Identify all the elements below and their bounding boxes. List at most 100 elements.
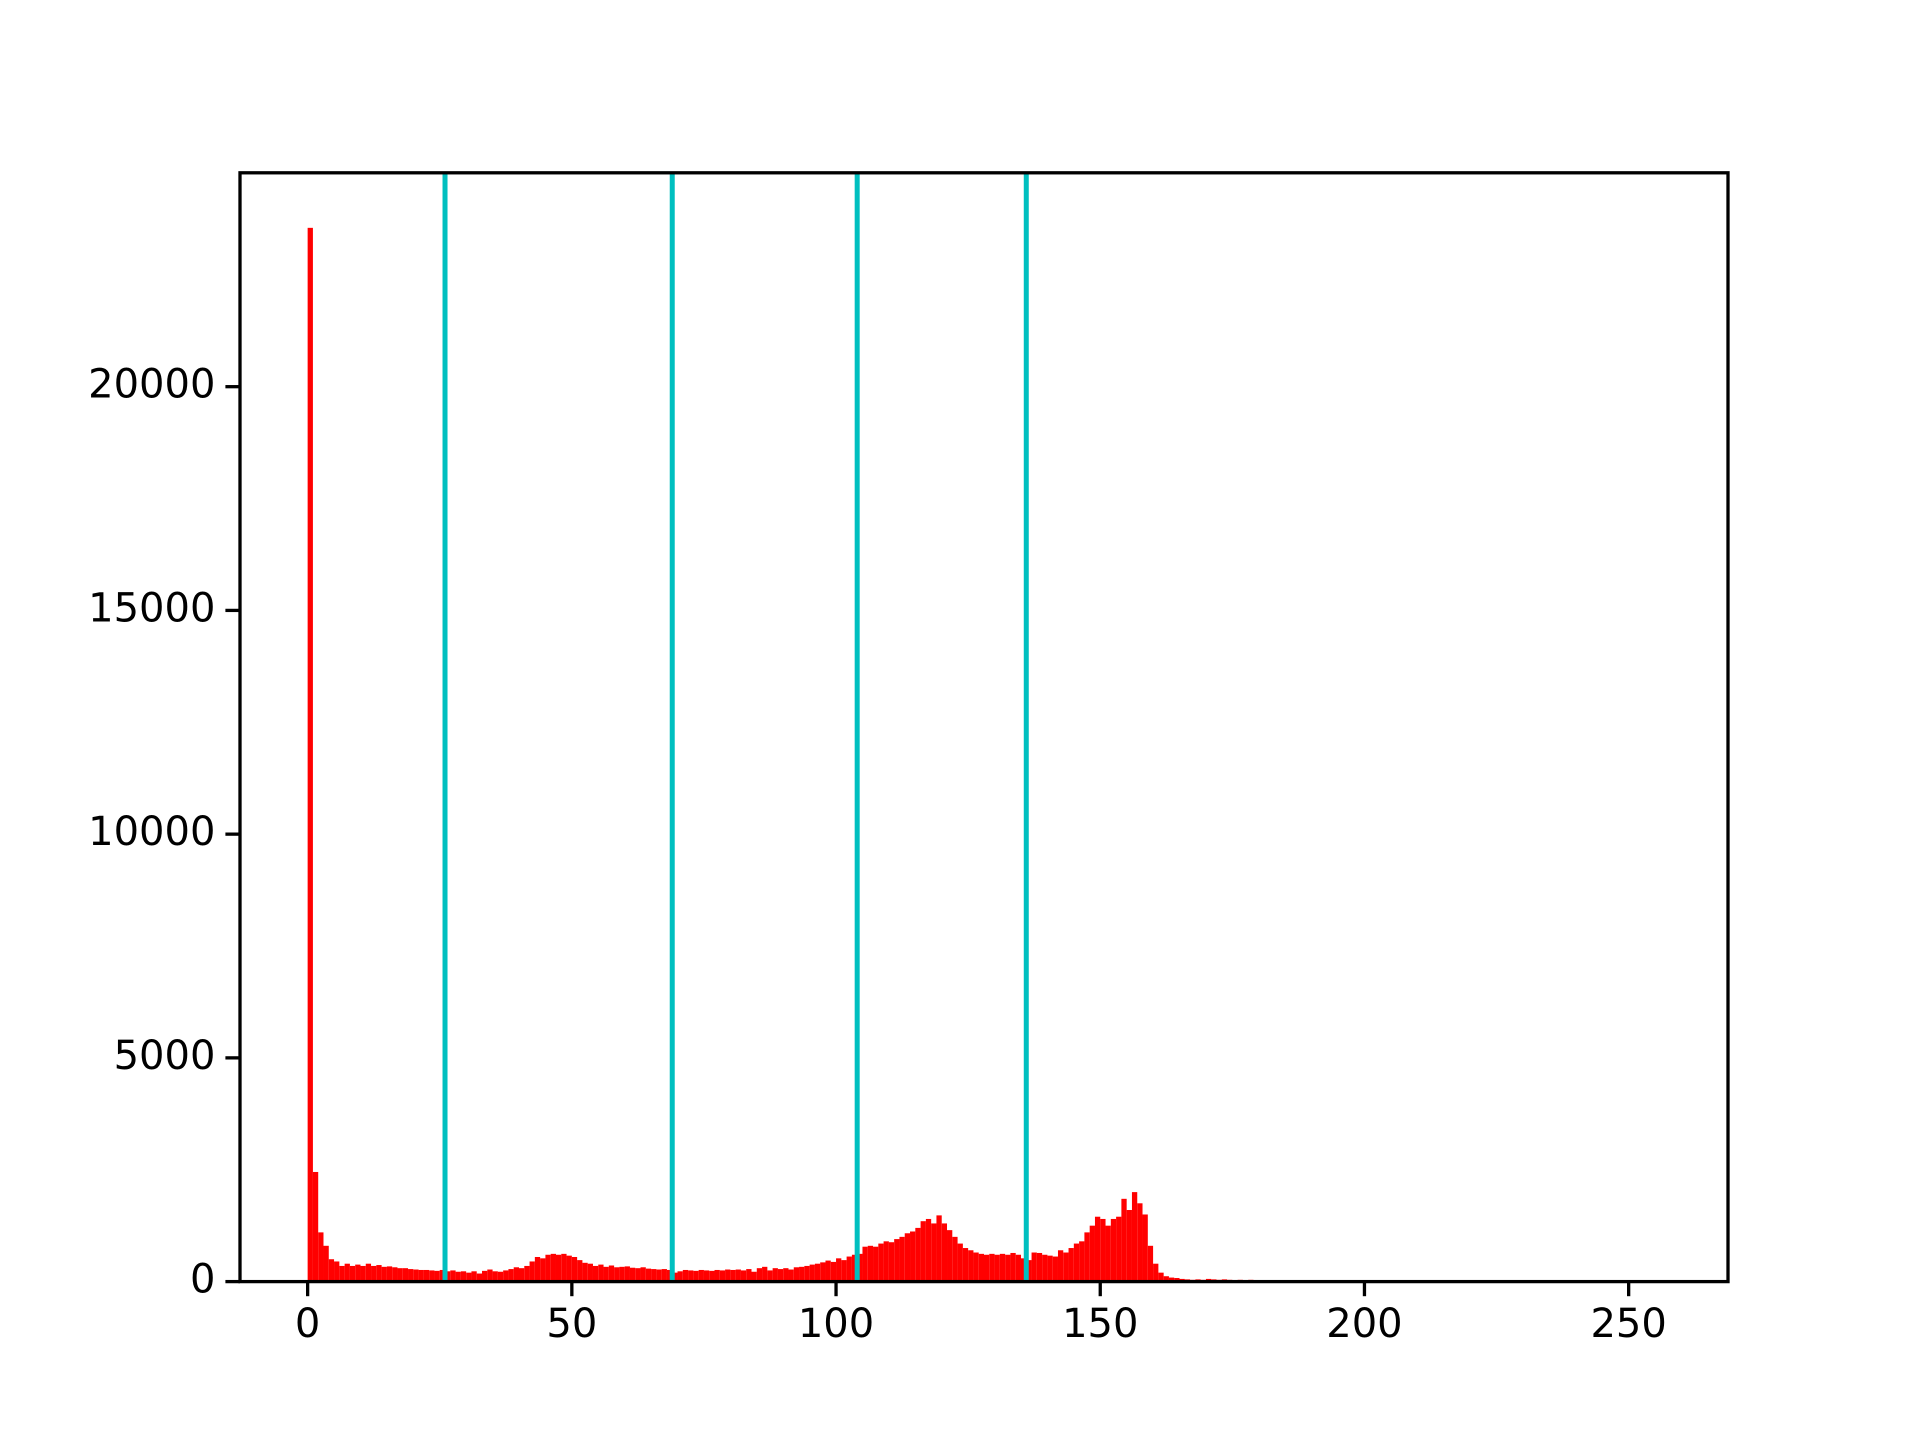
bar: [339, 1265, 345, 1282]
bar: [730, 1269, 736, 1282]
bar: [360, 1265, 366, 1282]
bar: [1042, 1254, 1048, 1282]
bar: [836, 1258, 842, 1282]
bar: [931, 1223, 937, 1282]
bar: [762, 1266, 768, 1282]
bar: [1116, 1216, 1122, 1282]
bar: [1158, 1272, 1164, 1282]
bar: [888, 1242, 895, 1282]
bar: [725, 1269, 731, 1282]
bar: [418, 1269, 424, 1282]
x-tick-label: 100: [798, 1301, 874, 1347]
bar: [962, 1248, 969, 1282]
bar: [777, 1269, 784, 1282]
bar: [661, 1269, 667, 1282]
bar: [735, 1269, 741, 1282]
bar: [1079, 1241, 1085, 1282]
bar: [1036, 1252, 1043, 1282]
bar: [867, 1245, 874, 1282]
bar: [957, 1243, 963, 1282]
bar: [1168, 1277, 1175, 1282]
bar: [1057, 1250, 1064, 1282]
bar: [492, 1271, 498, 1282]
y-tick-label: 5000: [114, 1033, 216, 1079]
axes-frame: [238, 171, 1730, 1284]
bar: [476, 1273, 483, 1282]
bar: [740, 1270, 747, 1282]
bar: [334, 1261, 340, 1282]
bar: [471, 1271, 477, 1282]
bar: [312, 1171, 319, 1282]
bar: [497, 1271, 504, 1282]
bar: [598, 1264, 604, 1282]
bar: [323, 1245, 329, 1282]
bar: [862, 1246, 868, 1282]
bar: [672, 1272, 678, 1282]
bar: [1015, 1254, 1021, 1282]
bar: [857, 1253, 863, 1282]
bar: [1174, 1278, 1180, 1282]
bar: [355, 1264, 361, 1282]
bar: [1094, 1216, 1101, 1282]
bar: [635, 1268, 641, 1282]
bar: [519, 1268, 525, 1282]
bar: [608, 1265, 615, 1282]
bar: [968, 1250, 974, 1282]
bar: [709, 1270, 715, 1282]
bar: [561, 1253, 567, 1282]
bar: [450, 1270, 456, 1282]
bar: [629, 1267, 636, 1282]
bar: [1031, 1252, 1037, 1282]
bar: [624, 1266, 630, 1282]
x-tick-label: 250: [1590, 1301, 1666, 1347]
bar: [1010, 1252, 1016, 1282]
bar: [466, 1272, 472, 1282]
bar: [947, 1230, 953, 1282]
bar: [783, 1268, 789, 1282]
bar: [392, 1267, 398, 1282]
bar: [587, 1263, 593, 1282]
bar: [529, 1261, 535, 1282]
bar: [1026, 1260, 1032, 1282]
bar: [841, 1260, 847, 1282]
bar: [846, 1256, 852, 1282]
x-tick-label: 0: [295, 1301, 320, 1347]
bar: [920, 1221, 926, 1282]
bar: [698, 1269, 704, 1282]
bar: [878, 1243, 884, 1282]
bar: [603, 1266, 609, 1282]
bar: [371, 1265, 377, 1282]
bar: [381, 1266, 387, 1282]
bar: [1137, 1203, 1143, 1282]
bar: [651, 1269, 657, 1282]
bar: [1084, 1232, 1090, 1282]
bar: [989, 1253, 995, 1282]
bar: [984, 1254, 990, 1282]
bar: [397, 1268, 403, 1282]
bar: [1089, 1225, 1095, 1282]
bar: [365, 1263, 372, 1282]
bar: [688, 1270, 694, 1282]
bar: [550, 1253, 556, 1282]
bar: [1068, 1248, 1074, 1282]
bar: [1047, 1255, 1053, 1282]
bar: [582, 1262, 588, 1282]
bar: [349, 1265, 356, 1282]
bar: [767, 1270, 773, 1282]
bar: [1005, 1254, 1011, 1282]
bar: [925, 1218, 932, 1282]
bar: [645, 1268, 652, 1282]
bar: [788, 1269, 794, 1282]
bar: [566, 1255, 572, 1282]
bar: [809, 1264, 815, 1282]
bar: [751, 1271, 757, 1282]
bar: [408, 1269, 414, 1282]
bar: [693, 1270, 699, 1282]
bar: [1142, 1214, 1148, 1282]
bar: [482, 1270, 488, 1282]
bar: [994, 1254, 1000, 1282]
bar: [614, 1267, 620, 1282]
bar: [640, 1267, 646, 1282]
bar: [571, 1256, 578, 1282]
